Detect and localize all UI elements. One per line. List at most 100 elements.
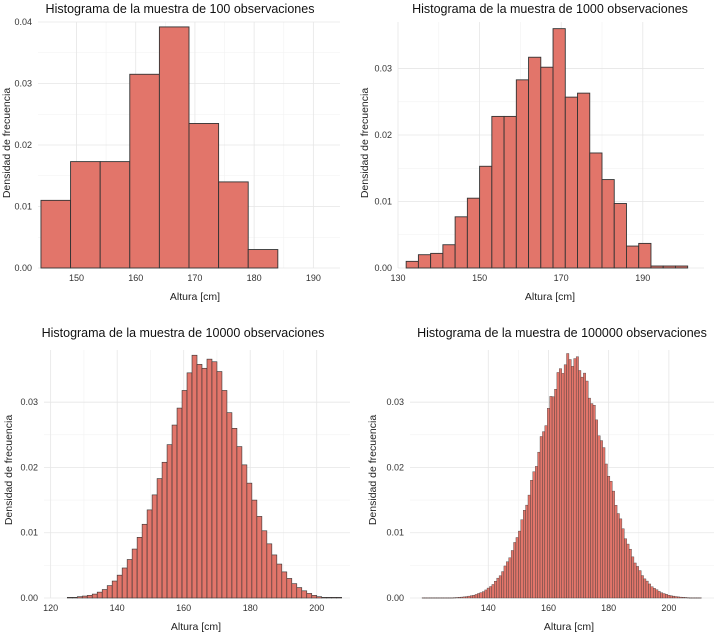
histogram-bar: [136, 537, 143, 599]
histogram-bar: [441, 597, 444, 599]
histogram-bar: [271, 554, 278, 599]
x-tick-label: 160: [541, 603, 556, 613]
histogram-bar: [525, 504, 529, 599]
histogram-bar: [66, 597, 73, 599]
y-tick-label: 0.03: [20, 397, 38, 407]
x-tick-label: 120: [43, 603, 58, 613]
histogram-bar: [191, 354, 198, 599]
histogram-bar: [609, 480, 613, 599]
x-tick-label: 160: [128, 273, 143, 283]
histogram-bar: [535, 466, 538, 599]
histogram-bar: [691, 597, 695, 599]
histogram-bar: [551, 396, 555, 599]
histogram-bar: [660, 592, 664, 599]
histogram-bar: [650, 265, 664, 269]
y-tick-label: 0.02: [386, 462, 404, 472]
y-axis-label: Densidad de frecuencia: [3, 415, 15, 525]
histogram-bar: [131, 548, 138, 599]
histogram-bar: [653, 588, 656, 599]
histogram-bar: [589, 152, 603, 269]
chart-title: Histograma de la muestra de 100 observac…: [46, 2, 315, 16]
histogram-bar: [588, 397, 591, 599]
histogram-bar: [554, 389, 558, 599]
histogram-1000-svg: Histograma de la muestra de 1000 observa…: [359, 2, 704, 303]
histogram-bar: [479, 165, 493, 269]
histogram-bar: [503, 115, 517, 269]
histogram-bar: [166, 444, 173, 599]
histogram-bar: [564, 96, 578, 269]
histogram-bar: [101, 589, 108, 599]
histogram-bar: [583, 372, 586, 599]
y-tick-label: 0.02: [14, 140, 32, 150]
chart-panel-1000: Histograma de la muestra de 1000 observa…: [359, 0, 720, 305]
histogram-100-svg: Histograma de la muestra de 100 observac…: [1, 2, 340, 303]
chart-panel-100000: Histograma de la muestra de 100000 obser…: [360, 320, 720, 635]
histogram-bar: [281, 571, 288, 599]
histogram-bar: [636, 566, 639, 599]
histogram-bar: [296, 587, 303, 599]
y-tick-label: 0.02: [374, 130, 392, 140]
histogram-bar: [592, 405, 596, 599]
histogram-bar: [674, 265, 689, 269]
histogram-bar: [81, 595, 88, 599]
histogram-bar: [186, 372, 193, 599]
histogram-bar: [261, 530, 268, 599]
y-tick-label: 0.01: [20, 528, 38, 538]
histogram-bar: [226, 412, 233, 599]
histogram-bar: [607, 476, 611, 599]
histogram-bar: [457, 597, 461, 599]
histogram-bar: [547, 408, 550, 599]
histogram-bar: [433, 597, 437, 599]
histogram-bar: [638, 570, 642, 599]
histogram-bar: [679, 596, 683, 599]
histogram-bar: [70, 161, 101, 269]
histogram-bar: [491, 115, 505, 269]
histogram-bar: [626, 543, 630, 599]
histogram-bar: [477, 593, 481, 599]
histogram-bar: [631, 556, 635, 599]
histogram-bar: [151, 494, 158, 599]
histogram-bar: [585, 380, 589, 599]
histogram-bar: [597, 435, 601, 599]
histogram-bar: [321, 597, 328, 599]
histogram-bar: [286, 578, 293, 599]
histogram-bar: [448, 597, 452, 599]
histogram-bar: [667, 594, 671, 599]
histogram-bar: [486, 587, 490, 599]
histogram-bar: [498, 575, 502, 599]
histogram-bar: [580, 376, 584, 599]
histogram-bar: [628, 548, 632, 599]
histogram-bar: [453, 597, 456, 599]
histogram-bar: [645, 580, 649, 599]
histogram-bar: [575, 356, 579, 599]
histogram-bar: [206, 358, 213, 599]
histogram-bars: [66, 354, 342, 599]
histogram-bar: [466, 197, 481, 269]
histogram-bar: [640, 575, 644, 599]
histogram-bar: [417, 254, 432, 269]
histogram-bar: [566, 353, 570, 599]
y-tick-label: 0.01: [14, 202, 32, 212]
histogram-bar: [201, 367, 208, 599]
histogram-bar: [590, 403, 594, 599]
histogram-bar: [662, 265, 676, 269]
histogram-bar: [216, 371, 223, 599]
histogram-bar: [482, 591, 485, 599]
histogram-bar: [614, 505, 618, 599]
histogram-bar: [571, 366, 574, 599]
histogram-bar: [616, 513, 620, 599]
histogram-bar: [146, 509, 153, 599]
x-tick-label: 190: [306, 273, 321, 283]
histogram-bar: [40, 199, 72, 269]
histogram-bar: [648, 583, 651, 599]
histogram-bar: [552, 28, 566, 269]
histogram-bar: [218, 181, 249, 269]
histogram-bar: [479, 592, 483, 599]
histogram-bar: [665, 594, 668, 599]
histogram-bar: [522, 510, 526, 599]
histogram-bar: [677, 596, 680, 599]
histogram-bar: [442, 244, 456, 269]
x-tick-label: 180: [243, 603, 258, 613]
histogram-bar: [472, 595, 476, 599]
x-tick-label: 180: [601, 603, 616, 613]
